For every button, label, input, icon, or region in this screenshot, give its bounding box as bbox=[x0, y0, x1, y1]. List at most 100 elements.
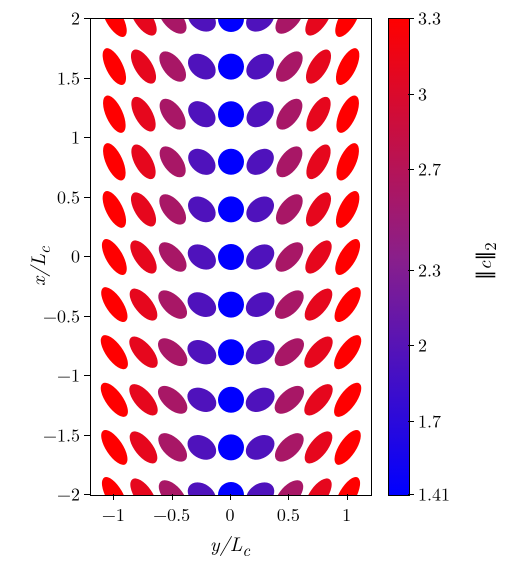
ellipse-marker bbox=[330, 473, 365, 495]
ellipse-marker bbox=[241, 335, 279, 369]
tick-label: 1.5 bbox=[57, 65, 80, 90]
tick-mark bbox=[288, 494, 289, 500]
ellipse-marker bbox=[301, 46, 336, 88]
ellipse-marker bbox=[218, 244, 244, 270]
ellipse-marker bbox=[153, 381, 192, 419]
ellipse-marker bbox=[183, 191, 221, 227]
tick-label: −1 bbox=[102, 502, 125, 527]
tick-mark bbox=[408, 169, 414, 170]
tick-mark bbox=[408, 18, 414, 19]
ellipse-marker bbox=[271, 94, 307, 134]
ellipse-marker bbox=[299, 332, 337, 373]
ellipse-marker bbox=[241, 383, 279, 417]
ellipse-marker bbox=[270, 475, 308, 495]
ellipse-marker bbox=[330, 426, 366, 469]
ellipse-marker bbox=[125, 236, 161, 278]
tick-label: 2 bbox=[71, 6, 80, 31]
ellipse-marker bbox=[271, 142, 307, 182]
ellipse-marker bbox=[97, 235, 132, 278]
tick-mark bbox=[84, 78, 90, 79]
tick-label: 2.3 bbox=[418, 257, 441, 282]
tick-mark bbox=[113, 494, 114, 500]
tick-mark bbox=[84, 435, 90, 436]
ellipse-layer bbox=[91, 19, 371, 495]
ellipse-marker bbox=[270, 333, 309, 371]
ellipse-marker bbox=[218, 434, 244, 460]
ellipse-marker bbox=[125, 284, 163, 325]
ellipse-marker bbox=[96, 379, 133, 422]
ellipse-marker bbox=[270, 428, 309, 467]
ellipse-marker bbox=[301, 93, 335, 135]
ellipse-marker bbox=[125, 19, 161, 40]
tick-mark bbox=[408, 345, 414, 346]
ellipse-marker bbox=[330, 19, 365, 41]
ellipse-marker bbox=[154, 47, 191, 87]
ellipse-marker bbox=[218, 292, 244, 318]
ellipse-marker bbox=[153, 428, 192, 467]
ellipse-marker bbox=[270, 381, 309, 419]
tick-mark bbox=[84, 18, 90, 19]
tick-mark bbox=[230, 494, 231, 500]
ellipse-marker bbox=[183, 48, 221, 84]
ellipse-marker bbox=[218, 482, 244, 495]
colorbar bbox=[388, 18, 410, 496]
cbar-c: c bbox=[468, 261, 497, 270]
tick-label: −0.5 bbox=[153, 502, 190, 527]
ellipse-marker bbox=[329, 379, 366, 422]
ellipse-marker bbox=[330, 283, 366, 326]
ellipse-marker bbox=[154, 94, 190, 134]
tick-mark bbox=[84, 256, 90, 257]
ellipse-marker bbox=[154, 190, 191, 230]
ellipse-marker bbox=[218, 196, 244, 222]
ellipse-marker bbox=[218, 19, 244, 32]
ellipse-marker bbox=[183, 239, 221, 275]
ellipse-marker bbox=[300, 474, 336, 495]
ellipse-marker bbox=[126, 46, 161, 88]
ellipse-marker bbox=[300, 284, 338, 325]
ellipse-marker bbox=[98, 45, 131, 89]
ellipse-marker bbox=[96, 283, 132, 326]
ellipse-marker bbox=[332, 92, 364, 136]
ellipse-marker bbox=[126, 188, 161, 230]
tick-label: 0.5 bbox=[57, 184, 80, 209]
cbar-norm-open: ∥ bbox=[468, 270, 497, 280]
tick-mark bbox=[347, 494, 348, 500]
ellipse-marker bbox=[154, 237, 192, 276]
tick-mark bbox=[84, 137, 90, 138]
ellipse-marker bbox=[97, 473, 132, 495]
ellipse-marker bbox=[241, 477, 279, 495]
ellipse-marker bbox=[241, 48, 279, 84]
tick-label: 2.7 bbox=[418, 157, 441, 182]
ellipse-marker bbox=[126, 141, 160, 183]
tick-label: 1 bbox=[71, 125, 80, 150]
tick-label: 0 bbox=[71, 244, 80, 269]
tick-label: −0.5 bbox=[43, 303, 80, 328]
ellipse-marker bbox=[270, 285, 309, 324]
tick-mark bbox=[408, 494, 414, 495]
tick-mark bbox=[408, 270, 414, 271]
tick-label: 1 bbox=[342, 502, 351, 527]
ellipse-marker bbox=[218, 339, 244, 365]
ellipse-marker bbox=[154, 142, 190, 182]
tick-label: −2 bbox=[57, 482, 80, 507]
ellipse-marker bbox=[125, 474, 161, 495]
ylabel-text: x/L bbox=[22, 254, 51, 286]
ellipse-marker bbox=[124, 332, 162, 373]
ellipse-marker bbox=[271, 47, 308, 87]
ellipse-marker bbox=[97, 19, 132, 41]
tick-label: 1.41 bbox=[418, 482, 450, 507]
tick-mark bbox=[408, 94, 414, 95]
ellipse-marker bbox=[98, 188, 131, 232]
ellipse-marker bbox=[183, 383, 221, 417]
ellipse-marker bbox=[126, 93, 160, 135]
ellipse-marker bbox=[241, 239, 279, 275]
tick-label: 3.3 bbox=[418, 6, 441, 31]
xlabel-text: y/L bbox=[210, 528, 242, 557]
tick-mark bbox=[408, 421, 414, 422]
ellipse-marker bbox=[299, 379, 337, 420]
ellipse-marker bbox=[300, 19, 336, 40]
tick-mark bbox=[84, 375, 90, 376]
ellipse-marker bbox=[125, 427, 163, 468]
ellipse-marker bbox=[96, 331, 133, 374]
ellipse-marker bbox=[218, 101, 244, 127]
